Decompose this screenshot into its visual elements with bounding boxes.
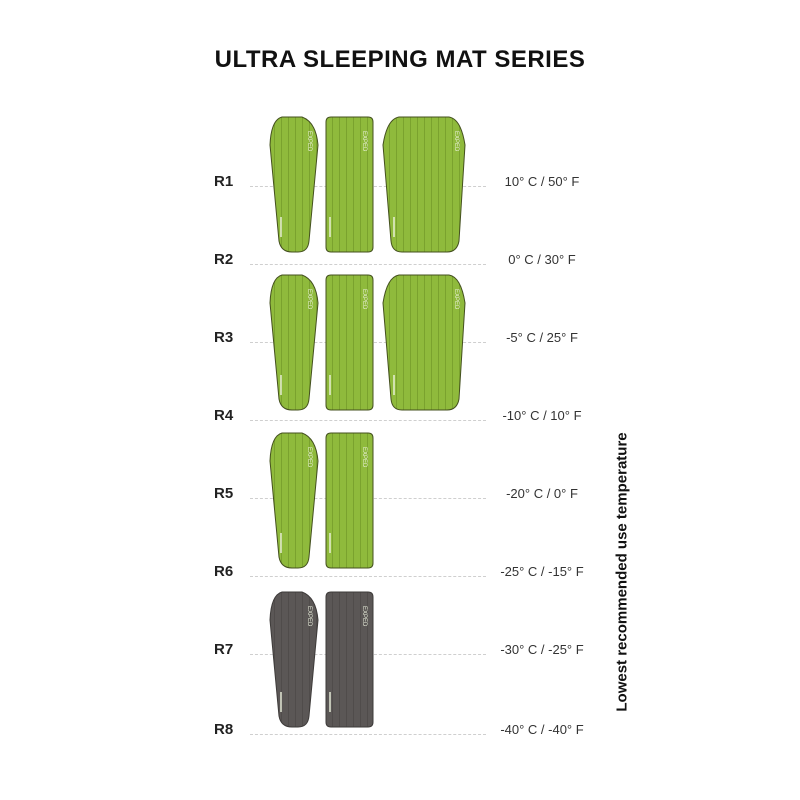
temperature-label: -30° C / -25° F (500, 642, 584, 657)
mat-logo: EXPED (306, 289, 312, 310)
temperature-label: -5° C / 25° F (506, 330, 578, 345)
mat-badge-icon (393, 375, 395, 395)
wide-mat-green: EXPED (382, 274, 466, 411)
mat-logo: EXPED (306, 131, 312, 152)
temperature-label: -25° C / -15° F (500, 564, 584, 579)
mat-badge-icon (329, 375, 331, 395)
rectangle-mat-gray: EXPED (325, 591, 374, 728)
rating-label: R2 (214, 251, 234, 268)
mat-logo: EXPED (306, 606, 312, 627)
wide-mat-green: EXPED (382, 116, 466, 253)
guide-line (250, 576, 486, 577)
rectangle-mat-green: EXPED (325, 116, 374, 253)
rating-label: R6 (214, 563, 234, 580)
mat-badge-icon (393, 217, 395, 237)
temperature-label: 0° C / 30° F (508, 252, 576, 267)
rectangle-mat-green: EXPED (325, 274, 374, 411)
mat-badge-icon (329, 217, 331, 237)
rating-label: R3 (214, 329, 234, 346)
guide-line (250, 264, 486, 265)
rating-label: R7 (214, 641, 234, 658)
axis-label: Lowest recommended use temperature (613, 432, 631, 712)
rectangle-mat-green: EXPED (325, 432, 374, 569)
mat-badge-icon (280, 217, 282, 237)
mummy-mat-green: EXPED (269, 274, 319, 411)
mat-logo: EXPED (361, 606, 367, 627)
temperature-label: -20° C / 0° F (506, 486, 578, 501)
temperature-label: 10° C / 50° F (504, 174, 580, 189)
rating-label: R4 (214, 407, 234, 424)
mat-logo: EXPED (361, 447, 367, 468)
mat-badge-icon (329, 533, 331, 553)
mat-badge-icon (329, 692, 331, 712)
temperature-label: -40° C / -40° F (500, 722, 584, 737)
mat-logo: EXPED (453, 289, 459, 310)
mat-logo: EXPED (361, 131, 367, 152)
rating-label: R1 (214, 173, 234, 190)
mat-badge-icon (280, 375, 282, 395)
temperature-label: -10° C / 10° F (502, 408, 582, 423)
mat-badge-icon (280, 533, 282, 553)
rating-label: R5 (214, 485, 234, 502)
mat-badge-icon (280, 692, 282, 712)
mummy-mat-green: EXPED (269, 116, 319, 253)
mat-logo: EXPED (306, 447, 312, 468)
guide-line (250, 420, 486, 421)
mat-logo: EXPED (361, 289, 367, 310)
mummy-mat-green: EXPED (269, 432, 319, 569)
mummy-mat-gray: EXPED (269, 591, 319, 728)
page-title: ULTRA SLEEPING MAT SERIES (214, 46, 586, 73)
guide-line (250, 734, 486, 735)
rating-label: R8 (214, 721, 234, 738)
mat-logo: EXPED (453, 131, 459, 152)
